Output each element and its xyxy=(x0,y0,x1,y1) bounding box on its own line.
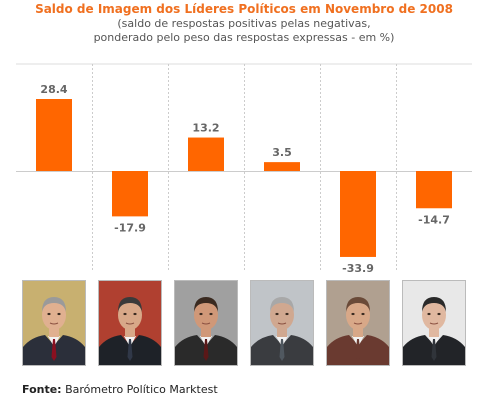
bar xyxy=(36,99,72,171)
subtitle-line-1: (saldo de respostas positivas pelas nega… xyxy=(117,17,371,30)
leader-photo-6 xyxy=(402,280,466,366)
bar xyxy=(188,137,224,171)
subtitle-line-2: ponderado pelo peso das respostas expres… xyxy=(93,31,395,44)
source-note: Fonte: Barómetro Político Marktest xyxy=(22,383,218,396)
bar xyxy=(416,171,452,209)
leader-photo-3 xyxy=(174,280,238,366)
data-label: -14.7 xyxy=(418,213,450,226)
leader-photo-1 xyxy=(22,280,86,366)
bar xyxy=(112,171,148,217)
bar-chart: 28.4 -17.9 13.2 3.5 -33.9 -14.7 xyxy=(16,63,472,275)
data-label: 13.2 xyxy=(192,122,219,135)
data-label: -17.9 xyxy=(114,221,146,234)
leader-photo-5 xyxy=(326,280,390,366)
source-label: Fonte: xyxy=(22,383,62,396)
data-label: -33.9 xyxy=(342,262,374,275)
data-label: 28.4 xyxy=(40,83,67,96)
data-label: 3.5 xyxy=(272,146,292,159)
leader-photo-4 xyxy=(250,280,314,366)
bar xyxy=(340,171,376,257)
chart-title: Saldo de Imagem dos Líderes Políticos em… xyxy=(35,2,453,16)
leader-photo-2 xyxy=(98,280,162,366)
chart-subtitle: (saldo de respostas positivas pelas nega… xyxy=(0,17,488,45)
source-text: Barómetro Político Marktest xyxy=(65,383,218,396)
bar xyxy=(264,162,300,171)
